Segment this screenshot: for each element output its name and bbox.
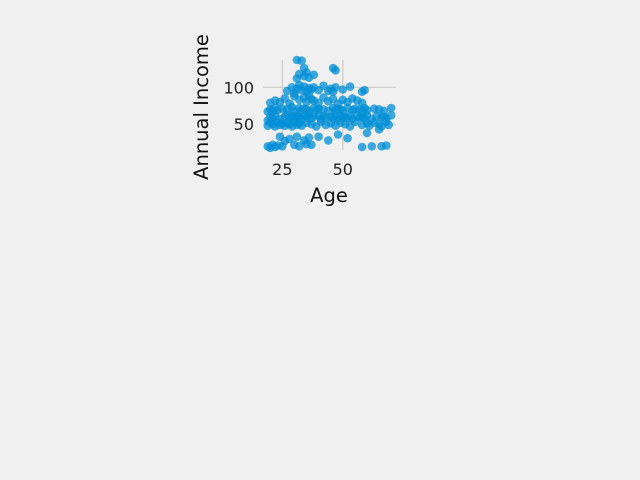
data-point [379,106,389,116]
data-point [357,142,367,152]
data-point [374,125,384,134]
data-point [384,120,394,130]
data-point [362,105,372,115]
data-point [295,142,304,151]
x-axis-label: Age [310,184,348,207]
data-point [324,136,333,145]
data-point [285,134,294,144]
data-point [386,111,396,120]
x-tick-label: 25 [272,160,292,179]
data-point [314,132,323,141]
data-point [299,63,309,73]
data-point [357,98,367,108]
data-point [360,85,369,95]
data-point [307,140,316,150]
y-tick-label: 50 [234,115,254,134]
data-point [362,128,372,138]
data-point [297,56,307,65]
data-point [331,66,340,75]
data-point [292,132,302,141]
data-point [338,85,348,94]
data-points [263,55,396,153]
y-tick-labels: 50 100 [223,78,254,134]
data-point [345,82,355,91]
y-axis-label: Annual Income [190,34,213,180]
x-tick-labels: 25 50 [272,160,353,179]
y-tick-label: 100 [223,78,254,97]
data-point [386,103,396,113]
data-point [309,70,319,80]
data-point [350,117,360,127]
data-point [331,83,340,92]
data-point [367,142,377,151]
x-tick-label: 50 [333,160,353,179]
data-point [285,99,294,108]
data-point [382,141,391,150]
data-point [343,133,352,143]
data-point [333,130,343,139]
data-point [304,133,314,142]
